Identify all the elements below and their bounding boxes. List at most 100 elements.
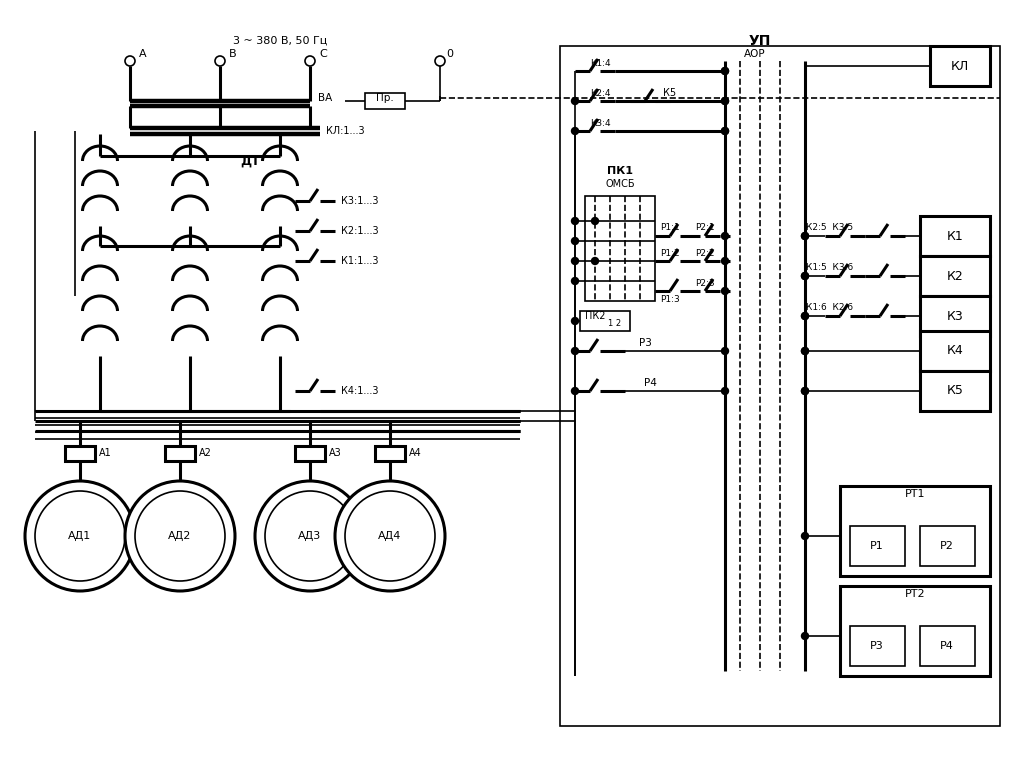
Text: РТ2: РТ2: [904, 589, 925, 599]
Circle shape: [801, 387, 808, 394]
Bar: [850, 526, 905, 566]
Text: АД2: АД2: [169, 531, 192, 541]
Circle shape: [722, 98, 729, 105]
Circle shape: [801, 272, 808, 279]
Circle shape: [801, 387, 808, 394]
Bar: [840, 586, 990, 676]
Text: ПК2: ПК2: [585, 311, 605, 321]
Text: ДТ: ДТ: [240, 154, 260, 168]
Circle shape: [571, 387, 578, 394]
Circle shape: [722, 258, 729, 265]
Text: УП: УП: [749, 34, 772, 48]
Text: РТ1: РТ1: [904, 489, 925, 499]
Circle shape: [801, 313, 808, 320]
Text: С: С: [319, 49, 327, 59]
Bar: [585, 196, 655, 301]
Text: АОР: АОР: [744, 49, 765, 59]
Text: К1: К1: [946, 230, 964, 242]
Circle shape: [801, 632, 808, 639]
Text: К4: К4: [946, 345, 964, 358]
Circle shape: [125, 56, 135, 66]
Circle shape: [435, 56, 445, 66]
Circle shape: [722, 233, 729, 240]
Text: К3:4: К3:4: [590, 119, 610, 127]
Circle shape: [722, 348, 729, 355]
Bar: [165, 446, 195, 461]
Text: АД4: АД4: [378, 531, 402, 541]
Text: Пр.: Пр.: [376, 93, 393, 103]
Text: К1:6  К2:6: К1:6 К2:6: [806, 303, 853, 313]
Circle shape: [801, 348, 808, 355]
Text: Р1:3: Р1:3: [660, 295, 680, 303]
Circle shape: [722, 287, 729, 295]
Text: ВА: ВА: [318, 93, 332, 103]
Text: А3: А3: [329, 448, 341, 458]
Circle shape: [801, 313, 808, 320]
Bar: [920, 216, 990, 256]
Text: К2:4: К2:4: [590, 88, 610, 98]
Circle shape: [35, 491, 125, 581]
Circle shape: [801, 272, 808, 279]
Bar: [365, 93, 405, 109]
Circle shape: [571, 278, 578, 285]
Text: 3 ~ 380 В, 50 Гц: 3 ~ 380 В, 50 Гц: [233, 36, 327, 46]
Text: ОМСБ: ОМСБ: [605, 179, 635, 189]
Text: АД3: АД3: [298, 531, 322, 541]
Circle shape: [571, 348, 578, 355]
Circle shape: [722, 387, 729, 394]
Text: А4: А4: [409, 448, 421, 458]
Text: Р3: Р3: [639, 338, 651, 348]
Text: 1 2: 1 2: [608, 320, 621, 328]
Bar: [840, 486, 990, 576]
Circle shape: [571, 217, 578, 224]
Circle shape: [722, 127, 729, 134]
Circle shape: [571, 237, 578, 244]
Text: А1: А1: [99, 448, 111, 458]
Circle shape: [722, 98, 729, 105]
Bar: [920, 296, 990, 336]
Text: К5: К5: [663, 88, 677, 98]
Text: В: В: [229, 49, 237, 59]
Circle shape: [571, 317, 578, 324]
Bar: [920, 371, 990, 411]
Circle shape: [722, 127, 729, 134]
Text: Р2:2: Р2:2: [695, 248, 714, 258]
Text: Р1:1: Р1:1: [660, 223, 680, 233]
Text: К1:4: К1:4: [590, 58, 610, 68]
Bar: [65, 446, 95, 461]
Circle shape: [592, 258, 599, 265]
Text: Р2: Р2: [940, 541, 954, 551]
Circle shape: [125, 481, 235, 591]
Circle shape: [265, 491, 355, 581]
Text: К2:5  К3:5: К2:5 К3:5: [806, 223, 853, 233]
Text: КЛ:1...3: КЛ:1...3: [326, 126, 364, 136]
Text: К2: К2: [946, 269, 964, 282]
Circle shape: [801, 233, 808, 240]
Text: Р2:3: Р2:3: [695, 279, 714, 287]
Bar: [920, 626, 975, 666]
Text: Р4: Р4: [644, 378, 656, 388]
Text: КЛ: КЛ: [950, 60, 969, 72]
Circle shape: [335, 481, 445, 591]
Text: Р2:1: Р2:1: [695, 223, 714, 233]
Bar: [375, 446, 405, 461]
Circle shape: [345, 491, 435, 581]
Text: Р4: Р4: [940, 641, 954, 651]
Text: К1:1...3: К1:1...3: [341, 256, 379, 266]
Text: А: А: [139, 49, 147, 59]
Circle shape: [571, 98, 578, 105]
Text: К3: К3: [946, 310, 964, 323]
Circle shape: [722, 68, 729, 74]
Circle shape: [592, 217, 599, 224]
Text: К4:1...3: К4:1...3: [341, 386, 379, 396]
Text: К1:5  К3:6: К1:5 К3:6: [806, 264, 853, 272]
Bar: [295, 446, 325, 461]
Circle shape: [801, 233, 808, 240]
Circle shape: [801, 348, 808, 355]
Circle shape: [135, 491, 225, 581]
Circle shape: [215, 56, 225, 66]
Circle shape: [801, 532, 808, 539]
Text: Р3: Р3: [870, 641, 884, 651]
Text: К3:1...3: К3:1...3: [341, 196, 379, 206]
Text: Р1: Р1: [870, 541, 884, 551]
